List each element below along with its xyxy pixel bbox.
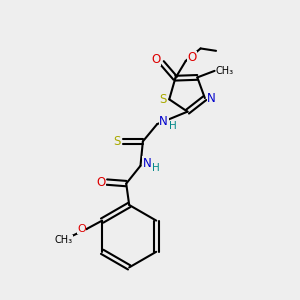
Text: N: N — [207, 92, 216, 105]
Text: S: S — [113, 135, 120, 148]
Text: O: O — [77, 224, 86, 234]
Text: S: S — [159, 93, 166, 106]
Text: O: O — [96, 176, 106, 189]
Text: CH₃: CH₃ — [216, 66, 234, 76]
Text: O: O — [152, 53, 160, 66]
Text: H: H — [169, 121, 176, 131]
Text: CH₃: CH₃ — [55, 235, 73, 245]
Text: H: H — [152, 163, 160, 172]
Text: N: N — [159, 115, 168, 128]
Text: N: N — [143, 157, 152, 170]
Text: O: O — [187, 52, 196, 64]
